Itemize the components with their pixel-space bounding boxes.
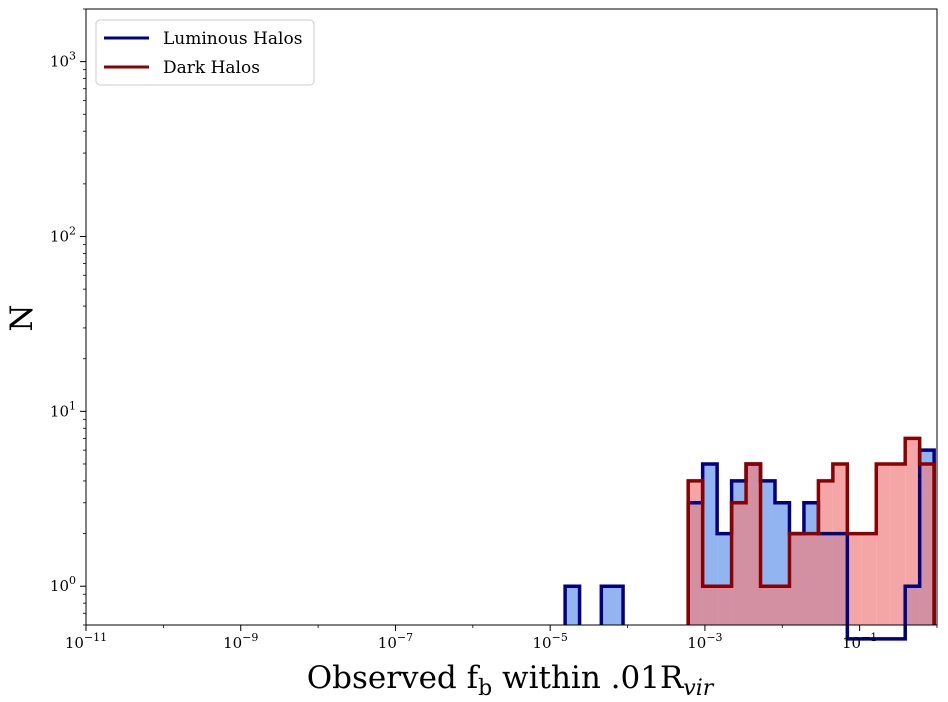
x-tick-label-2: 10−7 xyxy=(378,631,413,652)
x-tick-label-4: 10−3 xyxy=(687,631,722,652)
y-axis-title: N xyxy=(4,304,40,331)
x-tick-label-5: 10−1 xyxy=(842,631,877,652)
bar-dark-18 xyxy=(876,463,891,625)
bar-dark-20 xyxy=(905,438,920,625)
axes: 10−11 10−9 10−7 10−5 10−3 10−1 100 101 102 103 xyxy=(50,8,938,652)
axis-titles: Observed fb within .01Rvir N xyxy=(4,304,715,701)
bar-dark-5 xyxy=(688,480,703,625)
legend-frame xyxy=(95,19,315,86)
bar-dark-19 xyxy=(890,463,906,625)
bar-dark-10 xyxy=(760,586,776,625)
y-tick-label-3: 103 xyxy=(50,50,76,71)
bar-dark-14 xyxy=(818,480,833,625)
legend-label-luminous: Luminous Halos xyxy=(163,29,302,49)
bar-dark-11 xyxy=(775,586,790,625)
bar-dark-21 xyxy=(919,463,935,625)
bar-dark-8 xyxy=(731,502,747,625)
bar-dark-17 xyxy=(861,533,877,625)
x-tick-label-1: 10−9 xyxy=(223,631,258,652)
x-tick-label-3: 10−5 xyxy=(533,631,568,652)
series-1 xyxy=(688,438,935,625)
y-tick-label-2: 102 xyxy=(50,224,76,245)
x-tick-label-0: 10−11 xyxy=(65,631,107,652)
bar-luminous-0 xyxy=(565,586,580,625)
bar-dark-7 xyxy=(717,586,732,625)
bar-dark-16 xyxy=(847,533,862,625)
y-tick-label-1: 101 xyxy=(50,399,76,420)
y-tick-label-0: 100 xyxy=(50,574,76,595)
legend: Luminous Halos Dark Halos xyxy=(95,19,315,86)
legend-label-dark: Dark Halos xyxy=(163,58,260,78)
axes-frame xyxy=(85,8,938,626)
step-outline-dark xyxy=(686,436,936,625)
bar-dark-13 xyxy=(803,533,819,625)
bar-dark-6 xyxy=(702,586,718,625)
x-axis-title: Observed fb within .01Rvir xyxy=(307,660,715,701)
bar-luminous-2 xyxy=(601,586,624,625)
plot-area xyxy=(563,436,936,641)
bar-dark-12 xyxy=(789,533,804,625)
bar-dark-15 xyxy=(832,463,848,625)
bar-dark-9 xyxy=(746,463,761,625)
